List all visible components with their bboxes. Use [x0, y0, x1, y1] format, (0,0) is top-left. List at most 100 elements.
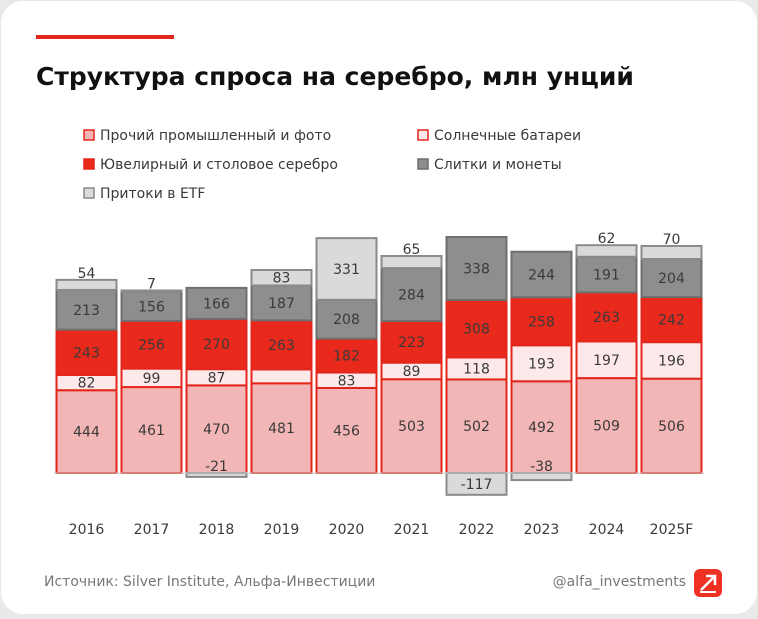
- bar-segment: [185, 286, 248, 320]
- logo: [694, 569, 722, 597]
- data-label: -21: [205, 459, 228, 475]
- bar-segment: [250, 319, 313, 371]
- bar-segment: [55, 288, 118, 331]
- data-label: 82: [78, 376, 96, 392]
- data-label: 197: [593, 353, 620, 369]
- data-label: 461: [138, 423, 165, 439]
- bar-segment: [380, 320, 443, 364]
- data-label: 502: [463, 419, 490, 435]
- bar-segment: [315, 337, 378, 374]
- bar-segment: [575, 291, 638, 343]
- legend-label: Солнечные батареи: [434, 128, 581, 144]
- data-label: 204: [658, 271, 685, 287]
- data-label: -38: [530, 459, 553, 475]
- data-label: 208: [333, 312, 360, 328]
- credit: @alfa_investments: [553, 574, 686, 590]
- data-label: 270: [203, 337, 230, 353]
- legend-label: Слитки и монеты: [434, 157, 562, 173]
- legend-swatch: [83, 158, 95, 170]
- bar-segment: [120, 289, 183, 293]
- data-label: -117: [461, 477, 493, 493]
- data-label: 89: [403, 364, 421, 380]
- data-label: 263: [593, 310, 620, 326]
- data-label: 156: [138, 299, 165, 315]
- bar-segment: [445, 236, 508, 302]
- bar-segment: [55, 328, 118, 376]
- data-label: 470: [203, 422, 230, 438]
- data-label: 196: [658, 353, 685, 369]
- data-label: 506: [658, 419, 685, 435]
- data-label: 258: [528, 314, 555, 330]
- data-label: 118: [463, 361, 490, 377]
- bar-segment: [250, 368, 313, 385]
- data-label: 256: [138, 338, 165, 354]
- bar-segment: [640, 244, 703, 260]
- legend-label: Ювелирный и столовое серебро: [100, 157, 338, 173]
- bar-segment: [575, 340, 638, 380]
- bar-segment: [575, 255, 638, 294]
- data-label: 338: [463, 262, 490, 278]
- bar-segment: [250, 284, 313, 322]
- data-label: 481: [268, 421, 295, 437]
- data-label: 99: [143, 371, 161, 387]
- data-label: 456: [333, 423, 360, 439]
- data-label: 284: [398, 288, 425, 304]
- x-tick-label: 2024: [589, 522, 625, 538]
- data-label: 213: [73, 303, 100, 319]
- x-tick-label: 2023: [524, 522, 560, 538]
- data-label: 166: [203, 296, 230, 312]
- data-label: 243: [73, 345, 100, 361]
- bar-segment: [315, 298, 378, 340]
- data-label: 54: [78, 266, 96, 282]
- bar-segment: [55, 278, 118, 291]
- data-label: 444: [73, 425, 100, 441]
- legend-swatch: [83, 187, 95, 199]
- legend-label: Притоки в ETF: [100, 186, 205, 202]
- data-label: 244: [528, 267, 555, 283]
- bar-segment: [315, 237, 378, 301]
- source: Источник: Silver Institute, Альфа-Инвест…: [44, 574, 375, 590]
- bar-segment: [380, 267, 443, 323]
- data-label: 331: [333, 262, 360, 278]
- bar-segment: [250, 268, 313, 287]
- data-label: 193: [528, 356, 555, 372]
- data-label: 182: [333, 349, 360, 365]
- data-label: 503: [398, 419, 425, 435]
- data-label: 7: [147, 277, 156, 293]
- chart-title: Структура спроса на серебро, млн унций: [36, 62, 634, 91]
- data-label: 62: [598, 231, 616, 247]
- data-label: 492: [528, 420, 555, 436]
- legend-swatch: [417, 129, 429, 141]
- data-label: 223: [398, 335, 425, 351]
- data-label: 263: [268, 338, 295, 354]
- bar-segment: [185, 317, 248, 371]
- bar-segment: [185, 384, 248, 474]
- data-label: 242: [658, 313, 685, 329]
- x-tick-label: 2016: [69, 522, 105, 538]
- x-tick-label: 2019: [264, 522, 300, 538]
- legend-swatch: [417, 158, 429, 170]
- x-tick-label: 2018: [199, 522, 235, 538]
- data-label: 87: [208, 370, 226, 386]
- x-tick-label: 2022: [459, 522, 495, 538]
- x-tick-label: 2020: [329, 522, 365, 538]
- bar-segment: [380, 378, 443, 474]
- bar-segment: [640, 296, 703, 344]
- data-label: 70: [663, 232, 681, 248]
- data-label: 191: [593, 268, 620, 284]
- accent-line: [36, 35, 174, 39]
- legend-label: Прочий промышленный и фото: [100, 128, 331, 144]
- data-label: 509: [593, 419, 620, 435]
- data-label: 187: [268, 296, 295, 312]
- data-label: 83: [338, 373, 356, 389]
- bar-segment: [120, 319, 183, 370]
- legend-swatch: [83, 129, 95, 141]
- x-tick-label: 2017: [134, 522, 170, 538]
- bar-segment: [55, 389, 118, 475]
- bar-segment: [250, 382, 313, 474]
- bar-segment: [575, 244, 638, 258]
- data-label: 308: [463, 322, 490, 338]
- bar-segment: [510, 296, 573, 347]
- bar-segment: [315, 386, 378, 475]
